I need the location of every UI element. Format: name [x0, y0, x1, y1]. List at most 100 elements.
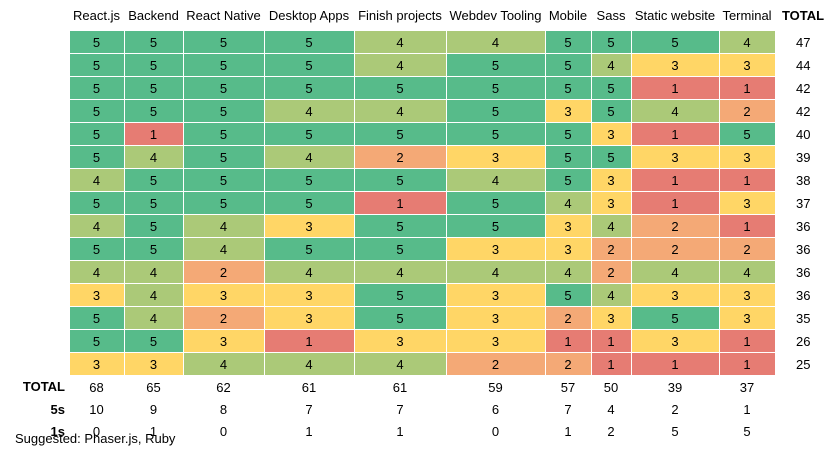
- score-cell: 3: [68, 352, 125, 376]
- score-cell: 5: [544, 145, 592, 169]
- summary-value: 0: [491, 423, 500, 439]
- score-cell: 5: [123, 53, 184, 77]
- score-cell: 3: [445, 306, 546, 330]
- row-total: 40: [796, 126, 811, 142]
- score-cell: 5: [68, 191, 125, 215]
- score-cell: 5: [263, 168, 355, 192]
- summary-value: 7: [396, 401, 404, 417]
- summary-value: 4: [607, 401, 615, 417]
- row-label-cell: [0, 238, 69, 261]
- score-cell: 3: [630, 145, 720, 169]
- row-total: 42: [796, 80, 811, 96]
- score-cell: 2: [182, 260, 265, 284]
- summary-value: 5: [743, 423, 751, 439]
- score-cell: 3: [263, 283, 355, 307]
- summary-value: 1: [149, 423, 158, 439]
- score-cell: 1: [718, 352, 776, 376]
- summary-value: 62: [216, 379, 231, 395]
- score-cell: 5: [182, 99, 265, 123]
- table-row: 5 5 5 5 1 5 4 3 1 3 37: [0, 191, 831, 215]
- row-label-cell: [0, 77, 69, 100]
- score-cell: 5: [718, 122, 776, 146]
- score-cell: 5: [68, 53, 125, 77]
- score-cell: 4: [123, 306, 184, 330]
- score-cell: 3: [718, 191, 776, 215]
- summary-value: 7: [564, 401, 572, 417]
- score-cell: 3: [718, 283, 776, 307]
- summary-row: 5s 10 9 8 7 7 6 7 4 2 1: [0, 398, 831, 420]
- summary-value: 9: [149, 401, 158, 417]
- summary-value: 10: [89, 401, 104, 417]
- table-row: 5 5 5 5 4 4 5 5 5 4 47: [0, 30, 831, 54]
- score-cell: 4: [590, 214, 632, 238]
- score-cell: 4: [590, 283, 632, 307]
- score-cell: 5: [590, 145, 632, 169]
- score-cell: 4: [123, 145, 184, 169]
- score-cell: 3: [590, 191, 632, 215]
- score-cell: 5: [263, 53, 355, 77]
- table-row: 4 5 5 5 5 4 5 3 1 1 38: [0, 168, 831, 192]
- score-cell: 5: [445, 122, 546, 146]
- score-cell: 5: [544, 76, 592, 100]
- summary-value: 1: [396, 423, 404, 439]
- score-cell: 3: [590, 306, 632, 330]
- score-cell: 3: [445, 145, 546, 169]
- summary-value: 0: [219, 423, 228, 439]
- column-header: Static website: [634, 7, 716, 23]
- score-cell: 2: [544, 306, 592, 330]
- column-header: Mobile: [548, 7, 588, 23]
- score-cell: 3: [544, 214, 592, 238]
- table-row: 5 4 5 4 2 3 5 5 3 3 39: [0, 145, 831, 169]
- score-cell: 1: [718, 168, 776, 192]
- row-total: 26: [796, 333, 811, 349]
- score-cell: 3: [353, 329, 447, 353]
- score-cell: 5: [263, 30, 355, 54]
- score-cell: 1: [544, 329, 592, 353]
- score-cell: 2: [630, 237, 720, 261]
- score-cell: 5: [353, 168, 447, 192]
- score-cell: 5: [123, 76, 184, 100]
- column-header: Finish projects: [358, 7, 442, 23]
- ratings-table: React.js Backend React Native Desktop Apps F…: [0, 7, 831, 439]
- summary-value: 68: [89, 379, 104, 395]
- score-cell: 1: [123, 122, 184, 146]
- score-cell: 5: [630, 30, 720, 54]
- table-row: 5 4 2 3 5 3 2 3 5 3 35: [0, 306, 831, 330]
- score-cell: 3: [544, 99, 592, 123]
- row-total: 36: [796, 287, 811, 303]
- score-cell: 5: [544, 283, 592, 307]
- score-cell: 2: [718, 237, 776, 261]
- score-cell: 5: [263, 122, 355, 146]
- summary-value: 5: [671, 423, 679, 439]
- row-label-cell: [0, 307, 69, 330]
- summary-value: 0: [92, 423, 101, 439]
- score-cell: 5: [544, 53, 592, 77]
- score-cell: 3: [590, 168, 632, 192]
- summary-value: 2: [671, 401, 679, 417]
- table-row: 5 5 3 1 3 3 1 1 3 1 26: [0, 329, 831, 353]
- score-cell: 5: [123, 214, 184, 238]
- summary-value: 39: [667, 379, 683, 395]
- score-cell: 5: [123, 329, 184, 353]
- row-label-cell: [0, 123, 69, 146]
- score-cell: 5: [445, 214, 546, 238]
- column-header: React.js: [73, 7, 120, 23]
- score-cell: 5: [445, 99, 546, 123]
- table-row: 5 5 5 5 5 5 5 5 1 1 42: [0, 76, 831, 100]
- summary-value: 6: [491, 401, 500, 417]
- score-cell: 4: [182, 352, 265, 376]
- score-cell: 5: [68, 237, 125, 261]
- score-cell: 3: [263, 214, 355, 238]
- score-cell: 5: [182, 122, 265, 146]
- score-cell: 5: [182, 30, 265, 54]
- score-cell: 5: [68, 122, 125, 146]
- score-cell: 2: [353, 145, 447, 169]
- score-cell: 3: [445, 329, 546, 353]
- table-row: 5 1 5 5 5 5 5 3 1 5 40: [0, 122, 831, 146]
- score-cell: 4: [68, 260, 125, 284]
- score-cell: 5: [123, 168, 184, 192]
- score-cell: 3: [544, 237, 592, 261]
- score-cell: 3: [182, 329, 265, 353]
- row-total: 47: [796, 34, 811, 50]
- score-cell: 5: [630, 306, 720, 330]
